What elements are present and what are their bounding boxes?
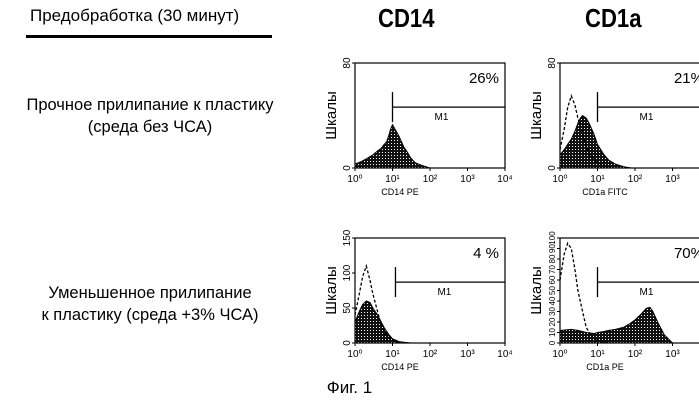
percent-label: 4 % [473, 245, 499, 262]
y-axis-label: Шкалы [323, 266, 340, 315]
y-tick-label: 80 [548, 254, 557, 263]
y-tick-label: 70 [548, 265, 557, 274]
y-tick-label: 100 [548, 231, 557, 245]
histogram-cd14-reduced-adhesion: M14 %050100150Шкалы10⁰10¹10²10³10⁴CD14 P… [330, 230, 515, 379]
histogram-filled-series [560, 307, 673, 343]
row-label-line: Прочное прилипание к пластику [0, 94, 310, 116]
pretreatment-label: Предобработка (30 минут) [30, 6, 239, 26]
row-label-strong-adhesion: Прочное прилипание к пластику (среда без… [0, 94, 310, 138]
y-axis-label: Шкалы [528, 91, 545, 140]
x-tick-label: 10⁰ [347, 349, 362, 360]
marker-label: M1 [437, 287, 451, 298]
x-tick-label: 10¹ [590, 174, 605, 185]
x-tick-label: 10³ [665, 349, 680, 360]
x-axis-label: CD1a PE [586, 362, 624, 372]
y-tick-label: 60 [548, 275, 557, 284]
x-tick-label: 10⁰ [552, 174, 567, 185]
x-tick-label: 10³ [460, 174, 475, 185]
row-label-line: Уменьшенное прилипание [0, 282, 310, 304]
x-axis-label: CD1a FITC [582, 187, 628, 197]
x-tick-label: 10⁴ [497, 349, 512, 360]
histogram-filled-series [560, 116, 631, 169]
histogram-filled-series [355, 301, 410, 343]
column-title-cd14: CD14 [378, 3, 435, 34]
figure-caption: Фиг. 1 [0, 378, 699, 398]
y-tick-label: 10 [548, 328, 557, 337]
marker-label: M1 [640, 287, 654, 298]
y-tick-label: 50 [548, 286, 557, 295]
x-tick-label: 10⁴ [497, 174, 512, 185]
x-tick-label: 10² [628, 174, 643, 185]
y-tick-label: 0 [342, 165, 353, 171]
marker-label: M1 [640, 112, 654, 123]
percent-label: 70% [674, 245, 699, 262]
row-label-reduced-adhesion: Уменьшенное прилипание к пластику (среда… [0, 282, 310, 326]
x-tick-label: 10³ [460, 349, 475, 360]
header-underline [26, 35, 272, 38]
y-tick-label: 40 [548, 296, 557, 305]
y-tick-label: 0 [342, 340, 353, 346]
y-axis-label: Шкалы [528, 266, 545, 315]
histogram-dashed-series [560, 243, 609, 343]
x-tick-label: 10¹ [385, 174, 400, 185]
x-tick-label: 10² [423, 174, 438, 185]
x-tick-label: 10⁰ [552, 349, 567, 360]
y-tick-label: 80 [547, 57, 558, 69]
x-axis-label: CD14 PE [381, 187, 419, 197]
x-tick-label: 10³ [665, 174, 680, 185]
y-tick-label: 50 [342, 302, 353, 314]
column-title-cd1a: CD1a [585, 3, 642, 34]
x-axis-label: CD14 PE [381, 362, 419, 372]
x-tick-label: 10⁰ [347, 174, 362, 185]
y-tick-label: 150 [342, 229, 353, 246]
y-tick-label: 80 [342, 57, 353, 69]
y-tick-label: 0 [547, 165, 558, 171]
row-label-line: к пластику (среда +3% ЧСА) [0, 304, 310, 326]
x-tick-label: 10¹ [590, 349, 605, 360]
x-tick-label: 10² [423, 349, 438, 360]
histogram-cd14-strong-adhesion: M126%080Шкалы10⁰10¹10²10³10⁴CD14 PE [330, 55, 515, 204]
y-tick-label: 20 [548, 317, 557, 326]
percent-label: 26% [469, 70, 499, 87]
percent-label: 21% [674, 70, 699, 87]
y-axis-label: Шкалы [323, 91, 340, 140]
y-tick-label: 100 [342, 264, 353, 281]
histogram-cd1a-reduced-adhesion: M170%0102030405060708090100Шкалы10⁰10¹10… [535, 230, 699, 379]
x-tick-label: 10² [628, 349, 643, 360]
y-tick-label: 0 [548, 340, 557, 345]
y-tick-label: 30 [548, 307, 557, 316]
histogram-cd1a-strong-adhesion: M121%080Шкалы10⁰10¹10²10³10⁴CD1a FITC [535, 55, 699, 204]
row-label-line: (среда без ЧСА) [0, 116, 310, 138]
marker-label: M1 [435, 112, 449, 123]
histogram-filled-series [355, 125, 430, 168]
x-tick-label: 10¹ [385, 349, 400, 360]
